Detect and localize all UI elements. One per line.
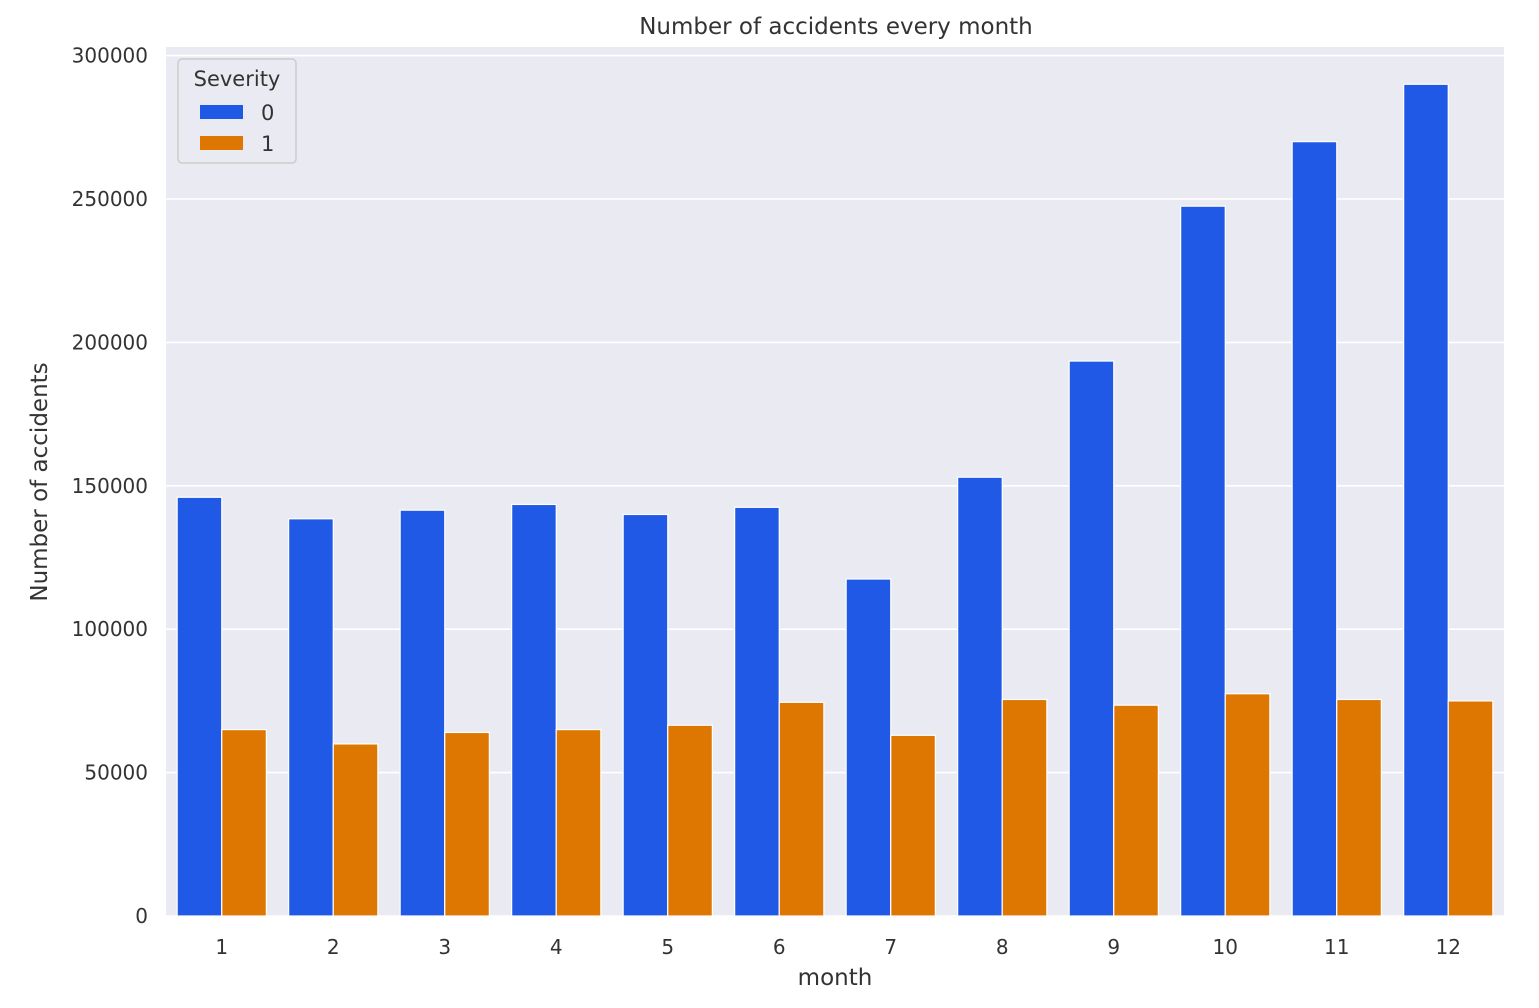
bar-month-11-severity-1 <box>1336 698 1382 917</box>
x-axis-title: month <box>798 965 873 991</box>
legend-title: Severity <box>194 67 281 91</box>
bar-month-2-severity-0 <box>288 518 334 917</box>
bar-month-1-severity-1 <box>221 728 267 917</box>
x-tick-label: 2 <box>327 935 340 959</box>
legend-swatch <box>200 136 243 150</box>
y-tick-label: 300000 <box>72 44 148 68</box>
y-tick-label: 250000 <box>72 187 148 211</box>
bar-month-4-severity-1 <box>555 728 602 917</box>
x-tick-label: 9 <box>1107 935 1120 959</box>
bar-month-9-severity-1 <box>1113 704 1159 917</box>
y-tick-label: 200000 <box>72 330 148 354</box>
y-tick-label: 150000 <box>72 474 148 498</box>
x-tick-label: 11 <box>1324 935 1349 959</box>
bar-month-8-severity-1 <box>1001 698 1048 917</box>
bar-month-7-severity-0 <box>845 578 892 917</box>
legend-swatch <box>200 105 243 119</box>
x-tick-label: 8 <box>996 935 1009 959</box>
legend-label: 0 <box>261 101 274 125</box>
bar-month-4-severity-0 <box>511 503 557 917</box>
bar-month-3-severity-1 <box>444 731 490 917</box>
bar-month-5-severity-1 <box>667 724 713 917</box>
bar-month-1-severity-0 <box>176 496 223 917</box>
y-tick-label: 0 <box>135 904 148 928</box>
plot-area <box>166 47 1504 916</box>
y-tick-label: 100000 <box>72 617 148 641</box>
bar-month-9-severity-0 <box>1068 360 1115 917</box>
bar-month-2-severity-1 <box>332 743 379 917</box>
bar-month-11-severity-0 <box>1291 141 1338 917</box>
y-axis-title: Number of accidents <box>27 362 53 601</box>
bar-month-8-severity-0 <box>957 476 1003 917</box>
bar-month-10-severity-1 <box>1224 693 1271 917</box>
legend: Severity 01 <box>177 58 297 164</box>
bar-month-12-severity-0 <box>1403 83 1449 917</box>
gridlines <box>166 54 1504 917</box>
x-tick-label: 5 <box>661 935 674 959</box>
bar-month-12-severity-1 <box>1447 700 1494 917</box>
x-tick-label: 1 <box>215 935 228 959</box>
legend-label: 1 <box>261 132 274 156</box>
y-tick-label: 50000 <box>84 761 148 785</box>
x-tick-labels: 1 2 3 4 5 6 7 8 9 10 11 12 <box>215 935 1461 959</box>
bar-month-7-severity-1 <box>890 734 936 917</box>
bar-month-5-severity-0 <box>622 513 669 917</box>
y-tick-labels: 0 50000 100000 150000 200000 250000 300000 <box>72 44 148 928</box>
bar-month-6-severity-0 <box>734 506 780 917</box>
x-tick-label: 6 <box>773 935 786 959</box>
bar-month-3-severity-0 <box>399 509 446 917</box>
x-tick-label: 4 <box>550 935 563 959</box>
x-tick-label: 12 <box>1436 935 1461 959</box>
bars <box>176 83 1494 917</box>
legend-items: 01 <box>200 101 274 156</box>
bar-month-10-severity-0 <box>1180 205 1226 917</box>
x-tick-label: 10 <box>1213 935 1238 959</box>
x-tick-label: 7 <box>884 935 897 959</box>
x-tick-label: 3 <box>438 935 451 959</box>
chart-title: Number of accidents every month <box>639 14 1033 40</box>
bar-month-6-severity-1 <box>778 701 825 917</box>
